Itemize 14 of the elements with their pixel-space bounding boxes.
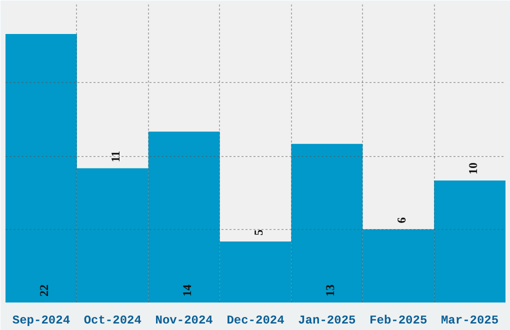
x-tick-label: Feb-2025 — [370, 314, 428, 328]
x-tick-label: Nov-2024 — [155, 314, 213, 328]
data-label: 5 — [252, 229, 266, 236]
data-label: 6 — [394, 217, 408, 224]
data-label: 13 — [322, 284, 337, 296]
x-tick-label: Oct-2024 — [84, 314, 142, 328]
data-label: 10 — [466, 162, 480, 174]
data-label: 22 — [37, 284, 52, 296]
data-label: 14 — [180, 284, 194, 296]
x-tick-label: Dec-2024 — [226, 314, 284, 328]
x-tick-label: Sep-2024 — [12, 314, 70, 328]
x-tick-label: Jan-2025 — [298, 314, 356, 328]
data-label: 11 — [108, 150, 123, 162]
x-tick-label: Mar-2025 — [440, 314, 499, 328]
